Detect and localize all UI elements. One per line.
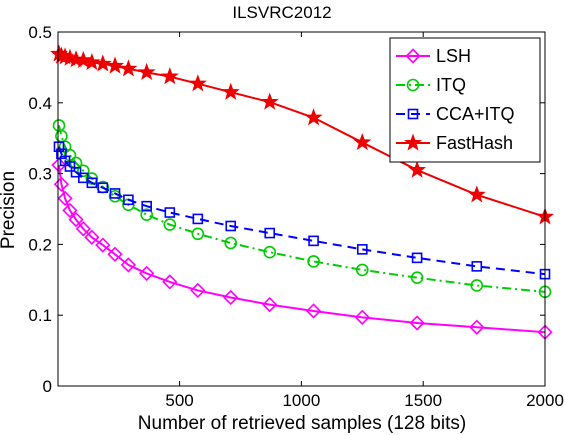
data-point bbox=[53, 141, 65, 152]
data-point bbox=[469, 319, 485, 335]
y-tick-label: 0.3 bbox=[28, 165, 52, 184]
data-point bbox=[164, 207, 176, 218]
legend-label: FastHash bbox=[436, 133, 513, 153]
data-point bbox=[84, 229, 100, 245]
data-point bbox=[225, 220, 237, 232]
data-point bbox=[354, 309, 370, 325]
data-point bbox=[97, 182, 109, 194]
data-point bbox=[223, 289, 239, 306]
data-point bbox=[107, 246, 123, 262]
y-tick-label: 0.2 bbox=[28, 235, 52, 254]
data-point bbox=[93, 54, 112, 72]
data-point bbox=[56, 148, 67, 160]
data-point bbox=[260, 92, 279, 110]
data-point bbox=[409, 315, 425, 331]
series-lsh bbox=[51, 157, 553, 340]
data-point bbox=[355, 263, 369, 277]
data-point bbox=[75, 221, 91, 237]
legend-label: ITQ bbox=[436, 75, 466, 95]
series-line bbox=[57, 125, 546, 293]
data-point bbox=[163, 218, 177, 231]
axis-ticks: 500 1000 1500 2000 0 0.1 0.2 0.3 0.4 0.5 bbox=[28, 23, 564, 410]
data-point bbox=[137, 62, 156, 81]
data-point bbox=[109, 188, 121, 199]
x-tick-label: 1500 bbox=[404, 391, 442, 410]
data-point bbox=[305, 303, 322, 319]
data-point bbox=[85, 172, 99, 185]
data-point bbox=[62, 202, 78, 219]
legend-item: LSH bbox=[396, 46, 471, 66]
data-point bbox=[82, 52, 101, 71]
data-point bbox=[120, 257, 137, 273]
data-point bbox=[123, 194, 134, 206]
series-line bbox=[58, 146, 546, 276]
y-tick-label: 0.4 bbox=[28, 94, 52, 113]
legend-label: LSH bbox=[436, 46, 471, 66]
data-point bbox=[410, 271, 424, 284]
data-point bbox=[70, 166, 82, 178]
data-point bbox=[139, 265, 155, 282]
data-point bbox=[408, 160, 427, 178]
legend-item: ITQ bbox=[396, 75, 466, 95]
data-point bbox=[191, 227, 205, 241]
x-tick-label: 2000 bbox=[526, 391, 564, 410]
data-point bbox=[224, 236, 238, 250]
data-point bbox=[264, 227, 276, 239]
data-point bbox=[160, 67, 179, 85]
data-point bbox=[470, 279, 484, 292]
legend: LSH ITQ CCA+ITQ FastHash bbox=[389, 37, 541, 163]
legend-label: CCA+ITQ bbox=[436, 104, 515, 124]
data-point bbox=[86, 177, 98, 189]
y-tick-label: 0.5 bbox=[28, 23, 52, 42]
data-point bbox=[119, 59, 138, 77]
data-point bbox=[95, 237, 111, 253]
data-point bbox=[140, 208, 153, 221]
x-tick-label: 1000 bbox=[282, 391, 320, 410]
series-fasthash bbox=[49, 44, 555, 225]
y-axis-label: Precision bbox=[0, 171, 19, 249]
y-tick-label: 0 bbox=[43, 377, 52, 396]
data-point bbox=[188, 74, 207, 92]
legend-item: CCA+ITQ bbox=[396, 104, 515, 124]
data-point bbox=[51, 157, 67, 173]
data-point bbox=[353, 132, 372, 151]
data-point bbox=[308, 235, 319, 247]
series-cca-itq bbox=[53, 141, 551, 280]
data-point bbox=[307, 255, 320, 268]
data-point bbox=[106, 56, 125, 74]
data-point bbox=[64, 161, 76, 172]
data-point bbox=[68, 211, 84, 228]
legend-marker bbox=[406, 78, 420, 92]
data-point bbox=[77, 164, 90, 178]
x-tick-label: 500 bbox=[165, 391, 193, 410]
data-point bbox=[192, 213, 204, 225]
data-point bbox=[263, 245, 277, 259]
series-group bbox=[49, 44, 555, 340]
data-point bbox=[356, 244, 368, 255]
x-axis-label: Number of retrieved samples (128 bits) bbox=[138, 413, 466, 434]
data-point bbox=[471, 261, 483, 272]
legend-item: FastHash bbox=[396, 133, 513, 153]
data-point bbox=[190, 282, 206, 299]
legend-marker bbox=[405, 48, 421, 64]
legend-marker bbox=[407, 108, 419, 120]
legend-marker bbox=[403, 133, 423, 151]
data-point bbox=[467, 185, 486, 203]
chart-title: ILSVRC2012 bbox=[232, 3, 331, 22]
y-tick-label: 0.1 bbox=[28, 306, 52, 325]
data-point bbox=[57, 190, 73, 207]
data-point bbox=[141, 200, 152, 212]
series-line bbox=[57, 164, 546, 334]
data-point bbox=[304, 108, 323, 126]
data-point bbox=[221, 82, 240, 100]
data-point bbox=[53, 176, 70, 192]
data-point bbox=[411, 252, 423, 264]
data-point bbox=[162, 274, 178, 290]
data-point bbox=[262, 296, 278, 313]
